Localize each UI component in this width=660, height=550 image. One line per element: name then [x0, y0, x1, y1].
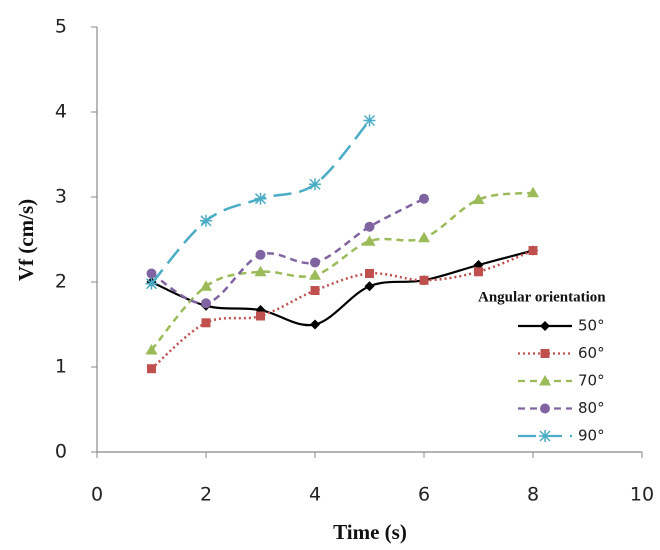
series-line	[151, 249, 534, 327]
y-axis-title: Vf (cm/s)	[14, 199, 38, 281]
marker	[255, 249, 266, 260]
y-tick-label: 2	[55, 271, 67, 293]
x-tick-label: 8	[527, 484, 539, 506]
marker	[147, 364, 156, 374]
marker	[364, 281, 375, 292]
legend-label: 70°	[578, 372, 605, 390]
marker	[310, 286, 320, 295]
marker	[201, 298, 211, 309]
y-tick-label: 3	[55, 186, 67, 208]
marker	[419, 193, 429, 204]
marker	[310, 257, 320, 268]
marker	[310, 319, 320, 330]
y-tick-label: 4	[55, 101, 67, 123]
marker	[309, 269, 321, 280]
marker	[254, 265, 267, 277]
legend-label: 60°	[578, 344, 605, 362]
marker	[539, 375, 551, 386]
legend-label: 50°	[578, 317, 605, 335]
marker	[527, 186, 539, 198]
marker	[309, 178, 321, 191]
legend-label: 90°	[578, 427, 605, 445]
legend-label: 80°	[578, 399, 605, 417]
marker	[539, 430, 551, 442]
marker	[145, 344, 158, 355]
marker	[363, 235, 376, 246]
legend-title: Angular orientation	[478, 289, 606, 305]
marker	[146, 268, 157, 279]
y-tick-label: 1	[55, 356, 67, 378]
marker	[365, 269, 374, 278]
marker	[200, 214, 212, 227]
y-tick-label: 0	[55, 441, 67, 463]
marker	[254, 192, 267, 205]
marker	[540, 349, 550, 358]
marker	[364, 221, 375, 232]
x-tick-label: 4	[309, 484, 321, 506]
marker	[363, 114, 376, 127]
x-tick-label: 6	[418, 484, 430, 506]
marker	[540, 321, 550, 331]
marker	[201, 318, 211, 328]
x-tick-label: 0	[91, 484, 103, 506]
marker	[474, 267, 483, 277]
marker	[472, 193, 485, 205]
marker	[145, 277, 158, 290]
marker	[540, 403, 550, 414]
x-tick-label: 2	[200, 484, 212, 506]
marker	[418, 231, 430, 243]
series-line	[150, 197, 425, 305]
marker	[256, 311, 265, 321]
y-tick-label: 5	[55, 16, 67, 38]
marker	[200, 280, 212, 291]
marker	[528, 246, 538, 256]
x-tick-label: 10	[630, 484, 654, 506]
marker	[419, 275, 429, 285]
x-axis-title: Time (s)	[333, 520, 407, 544]
